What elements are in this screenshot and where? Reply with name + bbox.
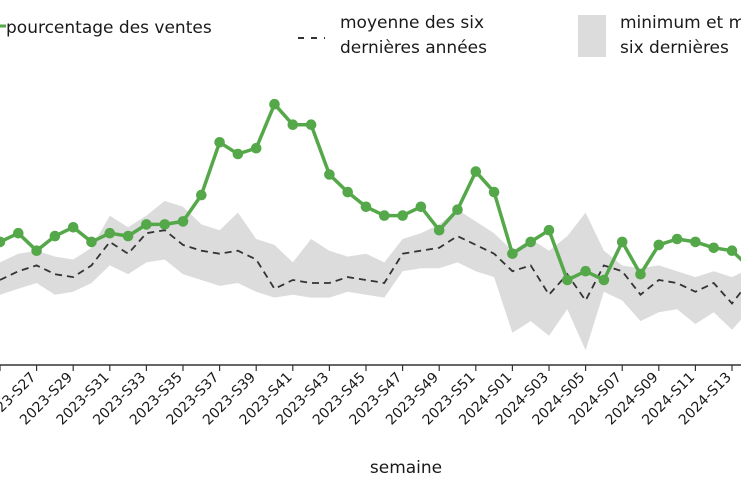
pct-point	[562, 274, 573, 286]
pct-point	[305, 119, 317, 130]
legend-entry-mean: moyenne des six dernières années	[298, 13, 487, 58]
pct-point	[141, 219, 152, 230]
pct-point	[635, 268, 646, 280]
pct-point	[122, 230, 134, 242]
mean-line	[0, 229, 741, 305]
pct-point	[269, 98, 280, 110]
pct-point	[708, 242, 719, 254]
pct-point	[543, 224, 555, 236]
pct-point	[342, 186, 354, 198]
pct-point	[488, 186, 500, 198]
pct-point	[287, 119, 299, 130]
pct-point	[324, 169, 335, 180]
pct-point	[452, 204, 463, 215]
pct-point	[232, 148, 244, 160]
legend-entry-pct: pourcentage des ventes	[0, 18, 212, 38]
plot-area	[0, 98, 741, 351]
pct-point	[525, 236, 536, 248]
pct-point	[379, 210, 390, 221]
pct-point	[433, 224, 445, 236]
pct-point	[415, 201, 427, 213]
x-axis-title: semaine	[370, 458, 442, 478]
legend-entry-minmax: minimum et m six dernières	[578, 13, 741, 58]
x-axis-ticks: 2023-S252023-S272023-S292023-S312023-S33…	[0, 365, 735, 428]
pct-point	[104, 227, 116, 239]
pct-point	[470, 166, 482, 177]
pct-point	[196, 189, 207, 201]
pct-point	[726, 245, 738, 256]
legend: pourcentage des ventes moyenne des six d…	[0, 13, 741, 58]
pct-point	[177, 216, 189, 227]
pct-point	[214, 137, 225, 148]
pct-point	[250, 142, 262, 154]
pct-point	[159, 219, 170, 230]
pct-point	[360, 201, 372, 213]
legend-label-mean-line1: moyenne des six	[340, 13, 484, 33]
legend-label-mean-line2: dernières années	[340, 38, 487, 58]
legend-swatch-band	[578, 15, 606, 57]
pct-point	[0, 236, 6, 248]
pct-point	[598, 274, 610, 286]
legend-label-pct: pourcentage des ventes	[6, 18, 212, 38]
pct-point	[507, 248, 518, 259]
pct-point	[49, 230, 61, 242]
pct-point	[690, 236, 701, 248]
legend-label-band-line1: minimum et m	[620, 13, 741, 33]
minmax-band	[0, 200, 741, 351]
pct-point	[86, 236, 97, 248]
pct-point	[12, 227, 24, 239]
legend-label-band-line2: six dernières	[620, 38, 729, 58]
pct-point	[671, 233, 683, 245]
pct-point	[397, 210, 408, 221]
pct-point	[616, 236, 628, 248]
pct-point	[580, 265, 591, 277]
pct-point	[653, 239, 665, 251]
pct-point	[31, 245, 42, 256]
pct-point	[67, 222, 79, 233]
